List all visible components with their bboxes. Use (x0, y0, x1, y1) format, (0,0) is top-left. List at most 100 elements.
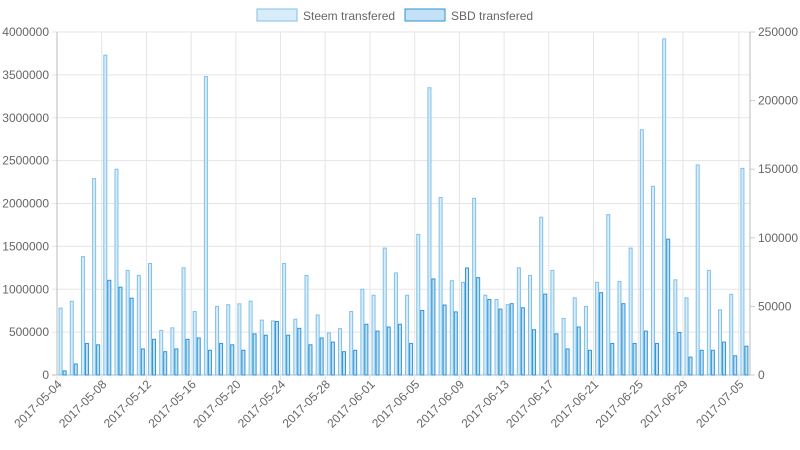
steem-bar[interactable] (371, 294, 376, 376)
sbd-bar[interactable] (129, 297, 134, 376)
steem-bar[interactable] (393, 272, 398, 376)
steem-bar[interactable] (505, 304, 510, 376)
sbd-bar[interactable] (487, 299, 492, 376)
steem-bar[interactable] (315, 314, 320, 376)
steem-bar[interactable] (583, 305, 588, 376)
steem-bar[interactable] (539, 216, 544, 376)
steem-bar[interactable] (248, 300, 253, 376)
steem-bar[interactable] (550, 269, 555, 376)
steem-bar[interactable] (483, 294, 488, 376)
sbd-bar[interactable] (643, 330, 648, 376)
steem-bar[interactable] (695, 164, 700, 376)
steem-bar[interactable] (729, 293, 734, 376)
steem-bar[interactable] (416, 233, 421, 376)
steem-bar[interactable] (326, 332, 331, 376)
sbd-bar[interactable] (84, 342, 89, 376)
steem-bar[interactable] (650, 185, 655, 376)
sbd-bar[interactable] (632, 342, 637, 376)
sbd-bar[interactable] (442, 304, 447, 376)
steem-bar[interactable] (449, 280, 454, 376)
sbd-bar[interactable] (107, 279, 112, 376)
sbd-bar[interactable] (118, 286, 123, 376)
steem-bar[interactable] (438, 197, 443, 376)
steem-bar[interactable] (181, 267, 186, 376)
sbd-bar[interactable] (152, 338, 157, 376)
steem-bar[interactable] (92, 178, 97, 376)
steem-bar[interactable] (673, 279, 678, 376)
sbd-bar[interactable] (532, 329, 537, 376)
legend-swatch-steem[interactable] (256, 8, 298, 22)
steem-bar[interactable] (472, 197, 477, 376)
steem-bar[interactable] (103, 54, 108, 376)
steem-bar[interactable] (114, 168, 119, 376)
sbd-bar[interactable] (699, 349, 704, 376)
steem-bar[interactable] (170, 327, 175, 376)
sbd-bar[interactable] (73, 363, 78, 376)
steem-bar[interactable] (349, 311, 354, 376)
steem-bar[interactable] (718, 309, 723, 376)
sbd-bar[interactable] (364, 323, 369, 376)
sbd-bar[interactable] (319, 337, 324, 376)
steem-bar[interactable] (215, 305, 220, 376)
legend-swatch-sbd[interactable] (404, 8, 446, 22)
sbd-bar[interactable] (565, 348, 570, 376)
steem-bar[interactable] (460, 281, 465, 376)
steem-bar[interactable] (226, 304, 231, 376)
sbd-bar[interactable] (420, 310, 425, 376)
sbd-bar[interactable] (688, 356, 693, 376)
steem-bar[interactable] (360, 288, 365, 376)
sbd-bar[interactable] (263, 334, 268, 376)
steem-bar[interactable] (662, 38, 667, 376)
steem-bar[interactable] (203, 76, 208, 376)
sbd-bar[interactable] (397, 323, 402, 376)
legend-label-sbd[interactable]: SBD transfered (451, 9, 533, 23)
sbd-bar[interactable] (375, 330, 380, 376)
sbd-bar[interactable] (733, 355, 738, 376)
steem-bar[interactable] (136, 275, 141, 376)
steem-bar[interactable] (159, 329, 164, 376)
sbd-bar[interactable] (431, 278, 436, 376)
sbd-bar[interactable] (722, 341, 727, 376)
steem-bar[interactable] (304, 275, 309, 376)
sbd-bar[interactable] (286, 334, 291, 376)
sbd-bar[interactable] (297, 327, 302, 376)
steem-bar[interactable] (617, 281, 622, 376)
steem-bar[interactable] (427, 87, 432, 376)
sbd-bar[interactable] (654, 342, 659, 376)
steem-bar[interactable] (69, 300, 74, 376)
legend-label-steem[interactable]: Steem transfered (303, 9, 395, 23)
sbd-bar[interactable] (599, 292, 604, 376)
legend[interactable]: Steem transfered SBD transfered (256, 8, 533, 23)
steem-bar[interactable] (639, 129, 644, 376)
steem-bar[interactable] (561, 317, 566, 376)
sbd-bar[interactable] (230, 344, 235, 376)
steem-bar[interactable] (494, 299, 499, 376)
sbd-bar[interactable] (196, 337, 201, 376)
sbd-bar[interactable] (241, 349, 246, 376)
sbd-bar[interactable] (610, 342, 615, 376)
sbd-bar[interactable] (666, 238, 671, 376)
sbd-bar[interactable] (174, 348, 179, 376)
sbd-bar[interactable] (744, 345, 749, 376)
steem-bar[interactable] (125, 269, 130, 376)
steem-bar[interactable] (293, 318, 298, 376)
sbd-bar[interactable] (252, 333, 257, 376)
sbd-bar[interactable] (587, 349, 592, 376)
sbd-bar[interactable] (476, 277, 481, 376)
steem-bar[interactable] (628, 247, 633, 376)
sbd-bar[interactable] (621, 303, 626, 376)
sbd-bar[interactable] (409, 342, 414, 376)
steem-bar[interactable] (237, 303, 242, 376)
sbd-bar[interactable] (96, 344, 101, 376)
sbd-bar[interactable] (140, 348, 145, 376)
sbd-bar[interactable] (219, 342, 224, 376)
steem-bar[interactable] (58, 307, 63, 376)
sbd-bar[interactable] (453, 311, 458, 376)
steem-bar[interactable] (528, 275, 533, 376)
steem-bar[interactable] (148, 263, 153, 376)
sbd-bar[interactable] (710, 349, 715, 376)
sbd-bar[interactable] (554, 333, 559, 376)
sbd-bar[interactable] (274, 320, 279, 376)
steem-bar[interactable] (382, 247, 387, 376)
sbd-bar[interactable] (62, 370, 67, 376)
